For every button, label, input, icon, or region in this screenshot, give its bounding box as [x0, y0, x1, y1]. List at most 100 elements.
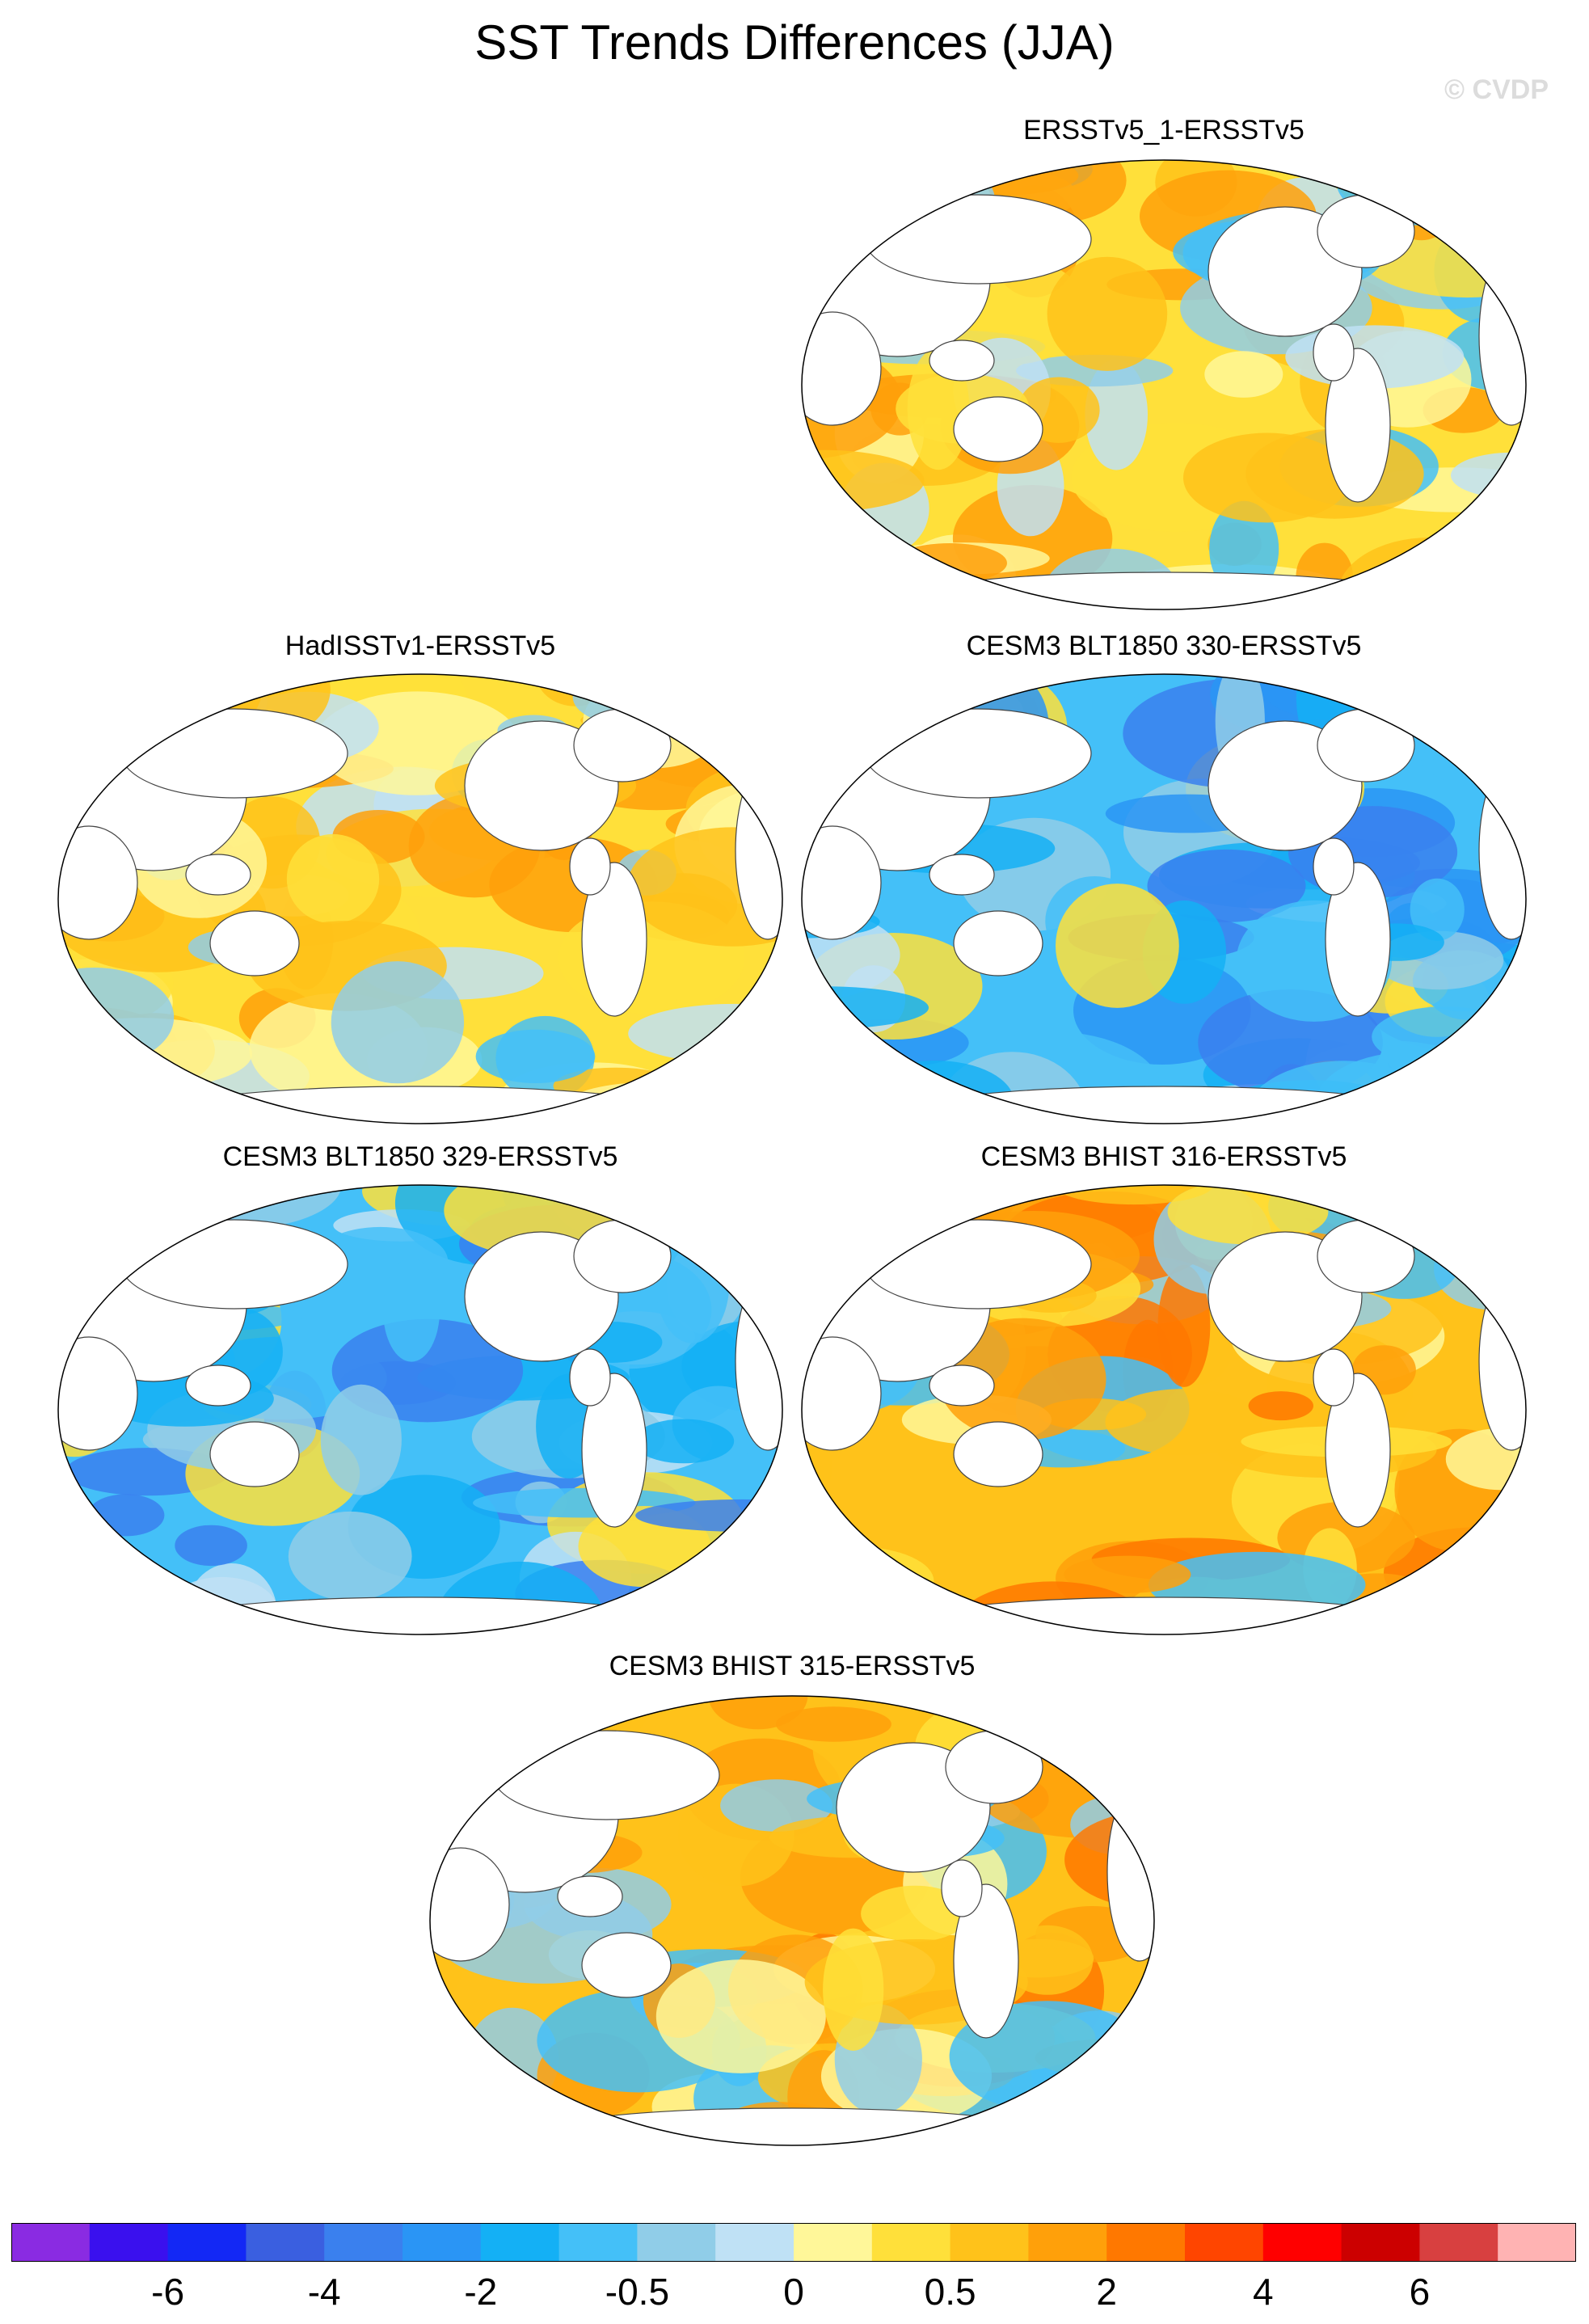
trend-anomaly-patch	[730, 1248, 782, 1280]
trend-anomaly-patch	[1109, 2009, 1154, 2099]
cvdp-watermark: © CVDP	[1444, 74, 1549, 105]
trend-anomaly-patch	[1056, 884, 1179, 1008]
trend-anomaly-patch	[720, 1779, 832, 1832]
landmass	[864, 1219, 1092, 1310]
panel-title-6: CESM3 BHIST 315-ERSSTv5	[609, 1651, 976, 1681]
colorbar-tick-label: -2	[464, 2271, 498, 2313]
landmass	[185, 854, 251, 896]
trend-anomaly-patch	[568, 1082, 739, 1124]
colorbar-tick-label: 0.5	[924, 2271, 976, 2313]
colorbar-swatch	[1028, 2223, 1107, 2262]
trend-anomaly-patch	[1410, 878, 1465, 941]
landmass	[1317, 194, 1415, 268]
map-panel-1	[801, 159, 1527, 610]
map-border	[801, 673, 1527, 1124]
panel-title-5: CESM3 BHIST 316-ERSSTv5	[980, 1141, 1347, 1172]
landmass	[581, 1373, 647, 1528]
map-panel-4	[57, 1184, 783, 1635]
colorbar-tick-label: 6	[1409, 2271, 1431, 2313]
colorbar-tick-label: 0	[783, 2271, 804, 2313]
landmass	[945, 1730, 1043, 1804]
colorbar-tick-label: 2	[1096, 2271, 1117, 2313]
trend-anomaly-patch	[802, 160, 940, 199]
trend-anomaly-patch	[775, 1706, 891, 1742]
trend-anomaly-patch	[87, 1494, 165, 1537]
colorbar-swatch	[11, 2223, 91, 2262]
landmass	[929, 340, 995, 382]
colorbar-tick-label: -6	[151, 2271, 185, 2313]
landmass	[1317, 1219, 1415, 1293]
colorbar-swatch	[871, 2223, 951, 2262]
map-panel-3	[801, 673, 1527, 1124]
colorbar-tick-label: 4	[1253, 2271, 1274, 2313]
landmass	[209, 1421, 300, 1487]
trend-anomaly-patch	[1436, 541, 1491, 609]
colorbar	[11, 2223, 1576, 2262]
trend-anomaly-patch	[802, 1061, 873, 1112]
landmass	[953, 1421, 1043, 1487]
landmass	[185, 1364, 251, 1407]
landmass	[1325, 1373, 1391, 1528]
map-panel-5	[801, 1184, 1527, 1635]
trend-anomaly-patch	[1157, 1264, 1211, 1387]
map-border	[57, 673, 783, 1124]
trend-anomaly-patch	[861, 1885, 970, 1942]
trend-anomaly-patch	[498, 1696, 632, 1724]
colorbar-swatch	[89, 2223, 169, 2262]
panel-title-4: CESM3 BLT1850 329-ERSSTv5	[222, 1141, 618, 1172]
trend-anomaly-patch	[708, 1696, 808, 1730]
landmass	[492, 1730, 720, 1820]
trend-anomaly-patch	[475, 1029, 596, 1083]
trend-anomaly-patch	[320, 1384, 402, 1495]
trend-anomaly-patch	[1248, 1391, 1313, 1421]
colorbar-swatch	[1185, 2223, 1264, 2262]
landmass	[569, 1348, 611, 1407]
landmass	[953, 396, 1043, 462]
trend-anomaly-patch	[1064, 1555, 1191, 1593]
colorbar-tick-label: -4	[307, 2271, 341, 2313]
landmass	[929, 1364, 995, 1407]
landmass	[953, 910, 1043, 976]
landmass	[120, 708, 348, 799]
landmass	[557, 1875, 623, 1917]
trend-anomaly-patch	[634, 1419, 735, 1464]
landmass	[1313, 323, 1355, 382]
map-panel-6	[429, 1695, 1155, 2146]
colorbar-swatch	[950, 2223, 1029, 2262]
map-border	[429, 1695, 1155, 2146]
landmass	[573, 1219, 672, 1293]
trend-anomaly-patch	[1015, 2123, 1154, 2145]
trend-anomaly-patch	[1105, 1389, 1262, 1456]
landmass	[953, 1883, 1019, 2039]
trend-anomaly-patch	[1445, 1428, 1526, 1491]
colorbar-swatch	[1498, 2223, 1576, 2262]
colorbar-swatch	[1106, 2223, 1186, 2262]
landmass	[1313, 1348, 1355, 1407]
figure-title: SST Trends Differences (JJA)	[474, 15, 1115, 70]
colorbar-swatch	[715, 2223, 794, 2262]
trend-anomaly-patch	[626, 827, 782, 947]
trend-anomaly-patch	[802, 1577, 929, 1634]
colorbar-swatch	[403, 2223, 482, 2262]
trend-anomaly-patch	[938, 1318, 1106, 1440]
trend-anomaly-patch	[655, 1959, 826, 2073]
colorbar-swatch	[167, 2223, 247, 2262]
trend-anomaly-patch	[331, 961, 465, 1084]
colorbar-swatch	[1262, 2223, 1342, 2262]
trend-anomaly-patch	[891, 543, 1007, 584]
landmass	[864, 194, 1092, 285]
map-border	[57, 1184, 783, 1635]
trend-anomaly-patch	[175, 1525, 247, 1567]
trend-anomaly-patch	[1183, 432, 1351, 523]
landmass	[929, 854, 995, 896]
trend-anomaly-patch	[725, 1057, 782, 1094]
landmass	[209, 910, 300, 976]
colorbar-swatch	[480, 2223, 560, 2262]
colorbar-labels: -6 -4 -2 -0.5 0 0.5 2 4 6	[11, 2270, 1576, 2318]
trend-anomaly-patch	[1442, 160, 1526, 223]
map-border	[801, 1184, 1527, 1635]
landmass	[1325, 862, 1391, 1017]
landmass	[1317, 708, 1415, 782]
landmass	[941, 1859, 983, 1917]
trend-anomaly-patch	[286, 833, 380, 924]
